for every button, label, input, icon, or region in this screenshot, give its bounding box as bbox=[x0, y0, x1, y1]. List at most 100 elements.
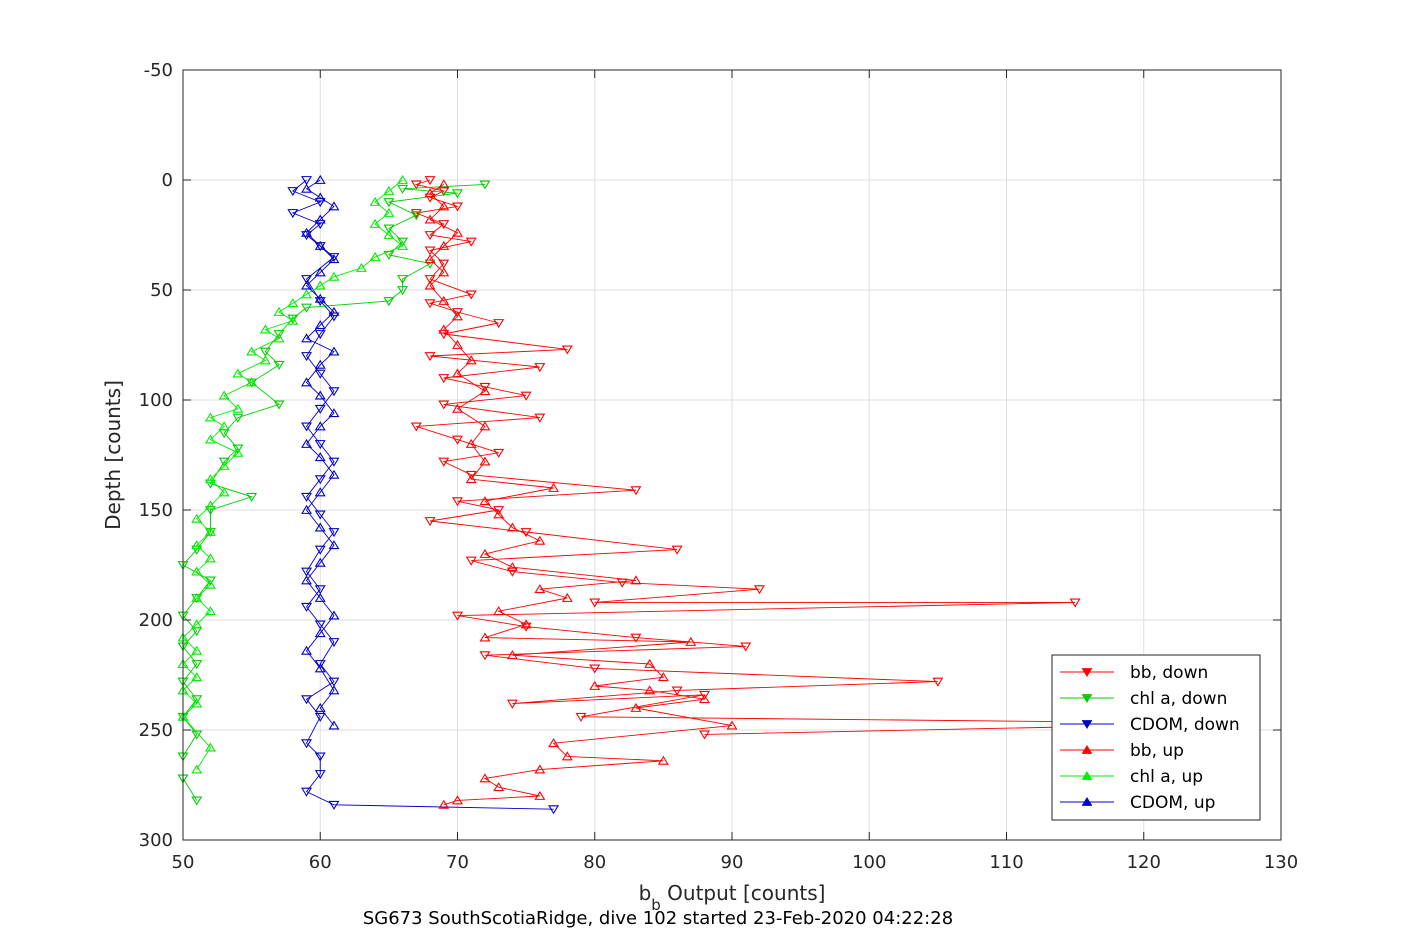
data-point bbox=[232, 368, 244, 378]
data-point bbox=[314, 628, 326, 638]
data-point bbox=[424, 299, 436, 309]
legend-marker bbox=[1081, 694, 1093, 704]
legend-label: CDOM, down bbox=[1130, 715, 1240, 735]
data-point bbox=[328, 387, 340, 397]
data-point bbox=[671, 545, 683, 555]
data-point bbox=[191, 513, 203, 523]
data-point bbox=[204, 479, 216, 489]
data-point bbox=[575, 712, 587, 722]
data-point bbox=[424, 214, 436, 224]
data-point bbox=[314, 487, 326, 497]
data-point bbox=[534, 790, 546, 800]
data-point bbox=[191, 660, 203, 670]
data-point bbox=[548, 805, 560, 815]
data-point bbox=[301, 289, 313, 299]
data-point bbox=[314, 240, 326, 250]
data-point bbox=[699, 730, 711, 740]
data-point bbox=[191, 592, 203, 602]
data-point bbox=[301, 176, 313, 186]
legend-item: chl a, up bbox=[1060, 767, 1203, 787]
data-point bbox=[191, 695, 203, 705]
data-point bbox=[383, 198, 395, 208]
data-point bbox=[287, 298, 299, 308]
data-point bbox=[410, 180, 422, 190]
data-point bbox=[479, 421, 491, 431]
x-axis-label-subscript: b bbox=[651, 896, 661, 914]
data-point bbox=[204, 576, 216, 586]
data-point bbox=[452, 227, 463, 237]
data-point bbox=[328, 677, 340, 687]
x-tick-label: 60 bbox=[309, 852, 332, 873]
data-point bbox=[479, 382, 491, 392]
data-point bbox=[287, 209, 299, 219]
data-point bbox=[561, 345, 573, 355]
data-point bbox=[232, 413, 244, 423]
data-point bbox=[328, 408, 340, 418]
data-point bbox=[438, 324, 450, 334]
data-point bbox=[369, 251, 381, 261]
data-point bbox=[740, 642, 752, 652]
data-point bbox=[520, 619, 532, 629]
data-point bbox=[932, 677, 944, 687]
x-tick-label: 70 bbox=[446, 852, 469, 873]
legend-label: chl a, down bbox=[1130, 689, 1227, 709]
data-point bbox=[301, 695, 313, 705]
data-point bbox=[328, 528, 340, 538]
data-point bbox=[534, 413, 546, 423]
data-point bbox=[314, 440, 326, 450]
data-point bbox=[314, 369, 326, 379]
data-point bbox=[465, 355, 477, 365]
data-point bbox=[314, 220, 326, 230]
data-point bbox=[383, 297, 395, 307]
data-point bbox=[314, 214, 326, 224]
data-point bbox=[369, 196, 381, 206]
data-point bbox=[191, 540, 203, 550]
data-point bbox=[493, 606, 505, 616]
data-point bbox=[301, 275, 313, 285]
data-point bbox=[465, 556, 477, 566]
y-ticks: -50 0 50 100 150 200 250 300 bbox=[139, 60, 1281, 851]
data-point bbox=[191, 645, 203, 655]
series-cdom-up bbox=[301, 174, 340, 730]
data-point bbox=[301, 377, 313, 387]
data-point bbox=[548, 482, 560, 492]
data-point bbox=[534, 535, 546, 545]
legend-item: bb, down bbox=[1060, 663, 1208, 683]
data-point bbox=[204, 412, 216, 422]
data-point bbox=[314, 702, 326, 712]
x-axis-label-rest: Output [counts] bbox=[661, 881, 826, 905]
data-point bbox=[301, 333, 313, 343]
data-point bbox=[452, 435, 463, 445]
data-point bbox=[273, 400, 285, 410]
data-point bbox=[397, 240, 409, 250]
data-point bbox=[506, 567, 518, 577]
data-point bbox=[479, 651, 491, 661]
data-point bbox=[191, 566, 203, 576]
data-point bbox=[191, 672, 203, 682]
data-point bbox=[685, 636, 697, 646]
data-point bbox=[465, 470, 477, 480]
x-tick-label: 120 bbox=[1127, 852, 1161, 873]
data-point bbox=[328, 457, 340, 467]
data-point bbox=[328, 469, 340, 479]
data-point bbox=[438, 220, 450, 230]
legend-item: bb, up bbox=[1060, 741, 1184, 761]
data-point bbox=[452, 339, 463, 349]
data-point bbox=[314, 359, 326, 369]
data-point bbox=[204, 500, 216, 510]
data-point bbox=[301, 438, 313, 448]
x-tick-label: 110 bbox=[989, 852, 1023, 873]
data-point bbox=[328, 201, 340, 211]
data-point bbox=[438, 457, 450, 467]
data-point bbox=[218, 390, 230, 400]
y-tick-label: 300 bbox=[139, 830, 173, 851]
data-point bbox=[410, 209, 422, 219]
data-point bbox=[506, 699, 518, 709]
legend-label: chl a, up bbox=[1130, 767, 1203, 787]
data-point bbox=[383, 185, 395, 195]
data-point bbox=[383, 207, 395, 217]
data-point bbox=[424, 231, 436, 241]
data-point bbox=[301, 504, 313, 514]
data-point bbox=[506, 522, 518, 532]
data-point bbox=[438, 400, 450, 410]
